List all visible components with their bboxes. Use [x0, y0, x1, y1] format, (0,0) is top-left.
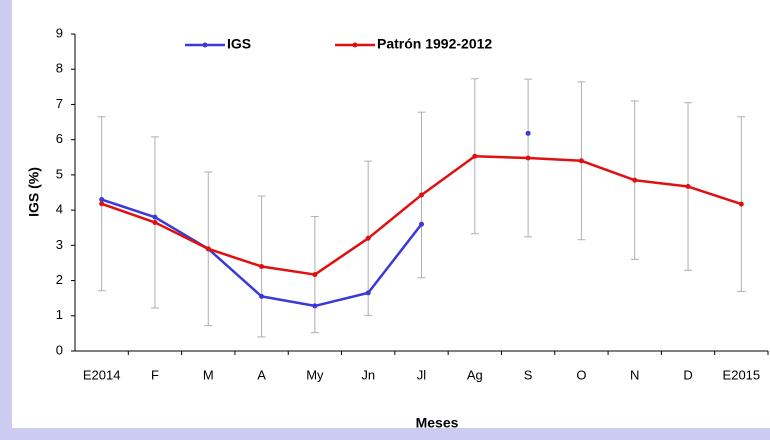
y-tick-label: 2 [56, 272, 63, 287]
y-axis-title: IGS (%) [26, 167, 42, 217]
point [525, 155, 531, 161]
x-tick-label: D [683, 367, 692, 382]
point [259, 263, 265, 269]
legend-marker [202, 42, 208, 48]
y-tick-label: 3 [56, 237, 63, 252]
y-tick-label: 6 [56, 131, 63, 146]
point [259, 293, 265, 299]
legend-marker [352, 42, 358, 48]
point [578, 158, 584, 164]
y-tick-label: 4 [56, 202, 63, 217]
x-tick-label: M [203, 367, 214, 382]
point [99, 197, 105, 203]
x-tick-label: F [151, 367, 159, 382]
point [685, 184, 691, 190]
y-tick-label: 1 [56, 307, 63, 322]
y-tick-label: 8 [56, 61, 63, 76]
point [472, 153, 478, 159]
legend-label: Patrón 1992-2012 [377, 36, 492, 52]
point [365, 235, 371, 241]
point [365, 290, 371, 296]
legend-label: IGS [227, 36, 251, 52]
x-tick-label: Ag [467, 367, 483, 382]
point [205, 246, 211, 252]
point [525, 130, 531, 136]
y-tick-label: 7 [56, 96, 63, 111]
y-tick-label: 0 [56, 342, 63, 357]
point [152, 219, 158, 225]
x-tick-label: E2015 [723, 367, 761, 382]
x-tick-label: Jl [417, 367, 427, 382]
point [419, 221, 424, 227]
x-tick-label: O [576, 367, 586, 382]
x-tick-label: My [306, 367, 324, 382]
x-tick-label: S [524, 367, 533, 382]
x-tick-label: E2014 [83, 367, 121, 382]
point [632, 177, 638, 183]
point [738, 201, 744, 207]
x-tick-label: A [257, 367, 266, 382]
x-tick-label: Jn [361, 367, 375, 382]
x-tick-label: N [630, 367, 639, 382]
point [312, 272, 318, 278]
point [99, 201, 105, 207]
x-axis-title: Meses [416, 415, 459, 431]
point [152, 214, 158, 220]
point [312, 303, 318, 309]
point [419, 192, 424, 198]
y-tick-label: 9 [56, 25, 63, 40]
y-tick-label: 5 [56, 166, 63, 181]
chart-area [12, 0, 770, 428]
